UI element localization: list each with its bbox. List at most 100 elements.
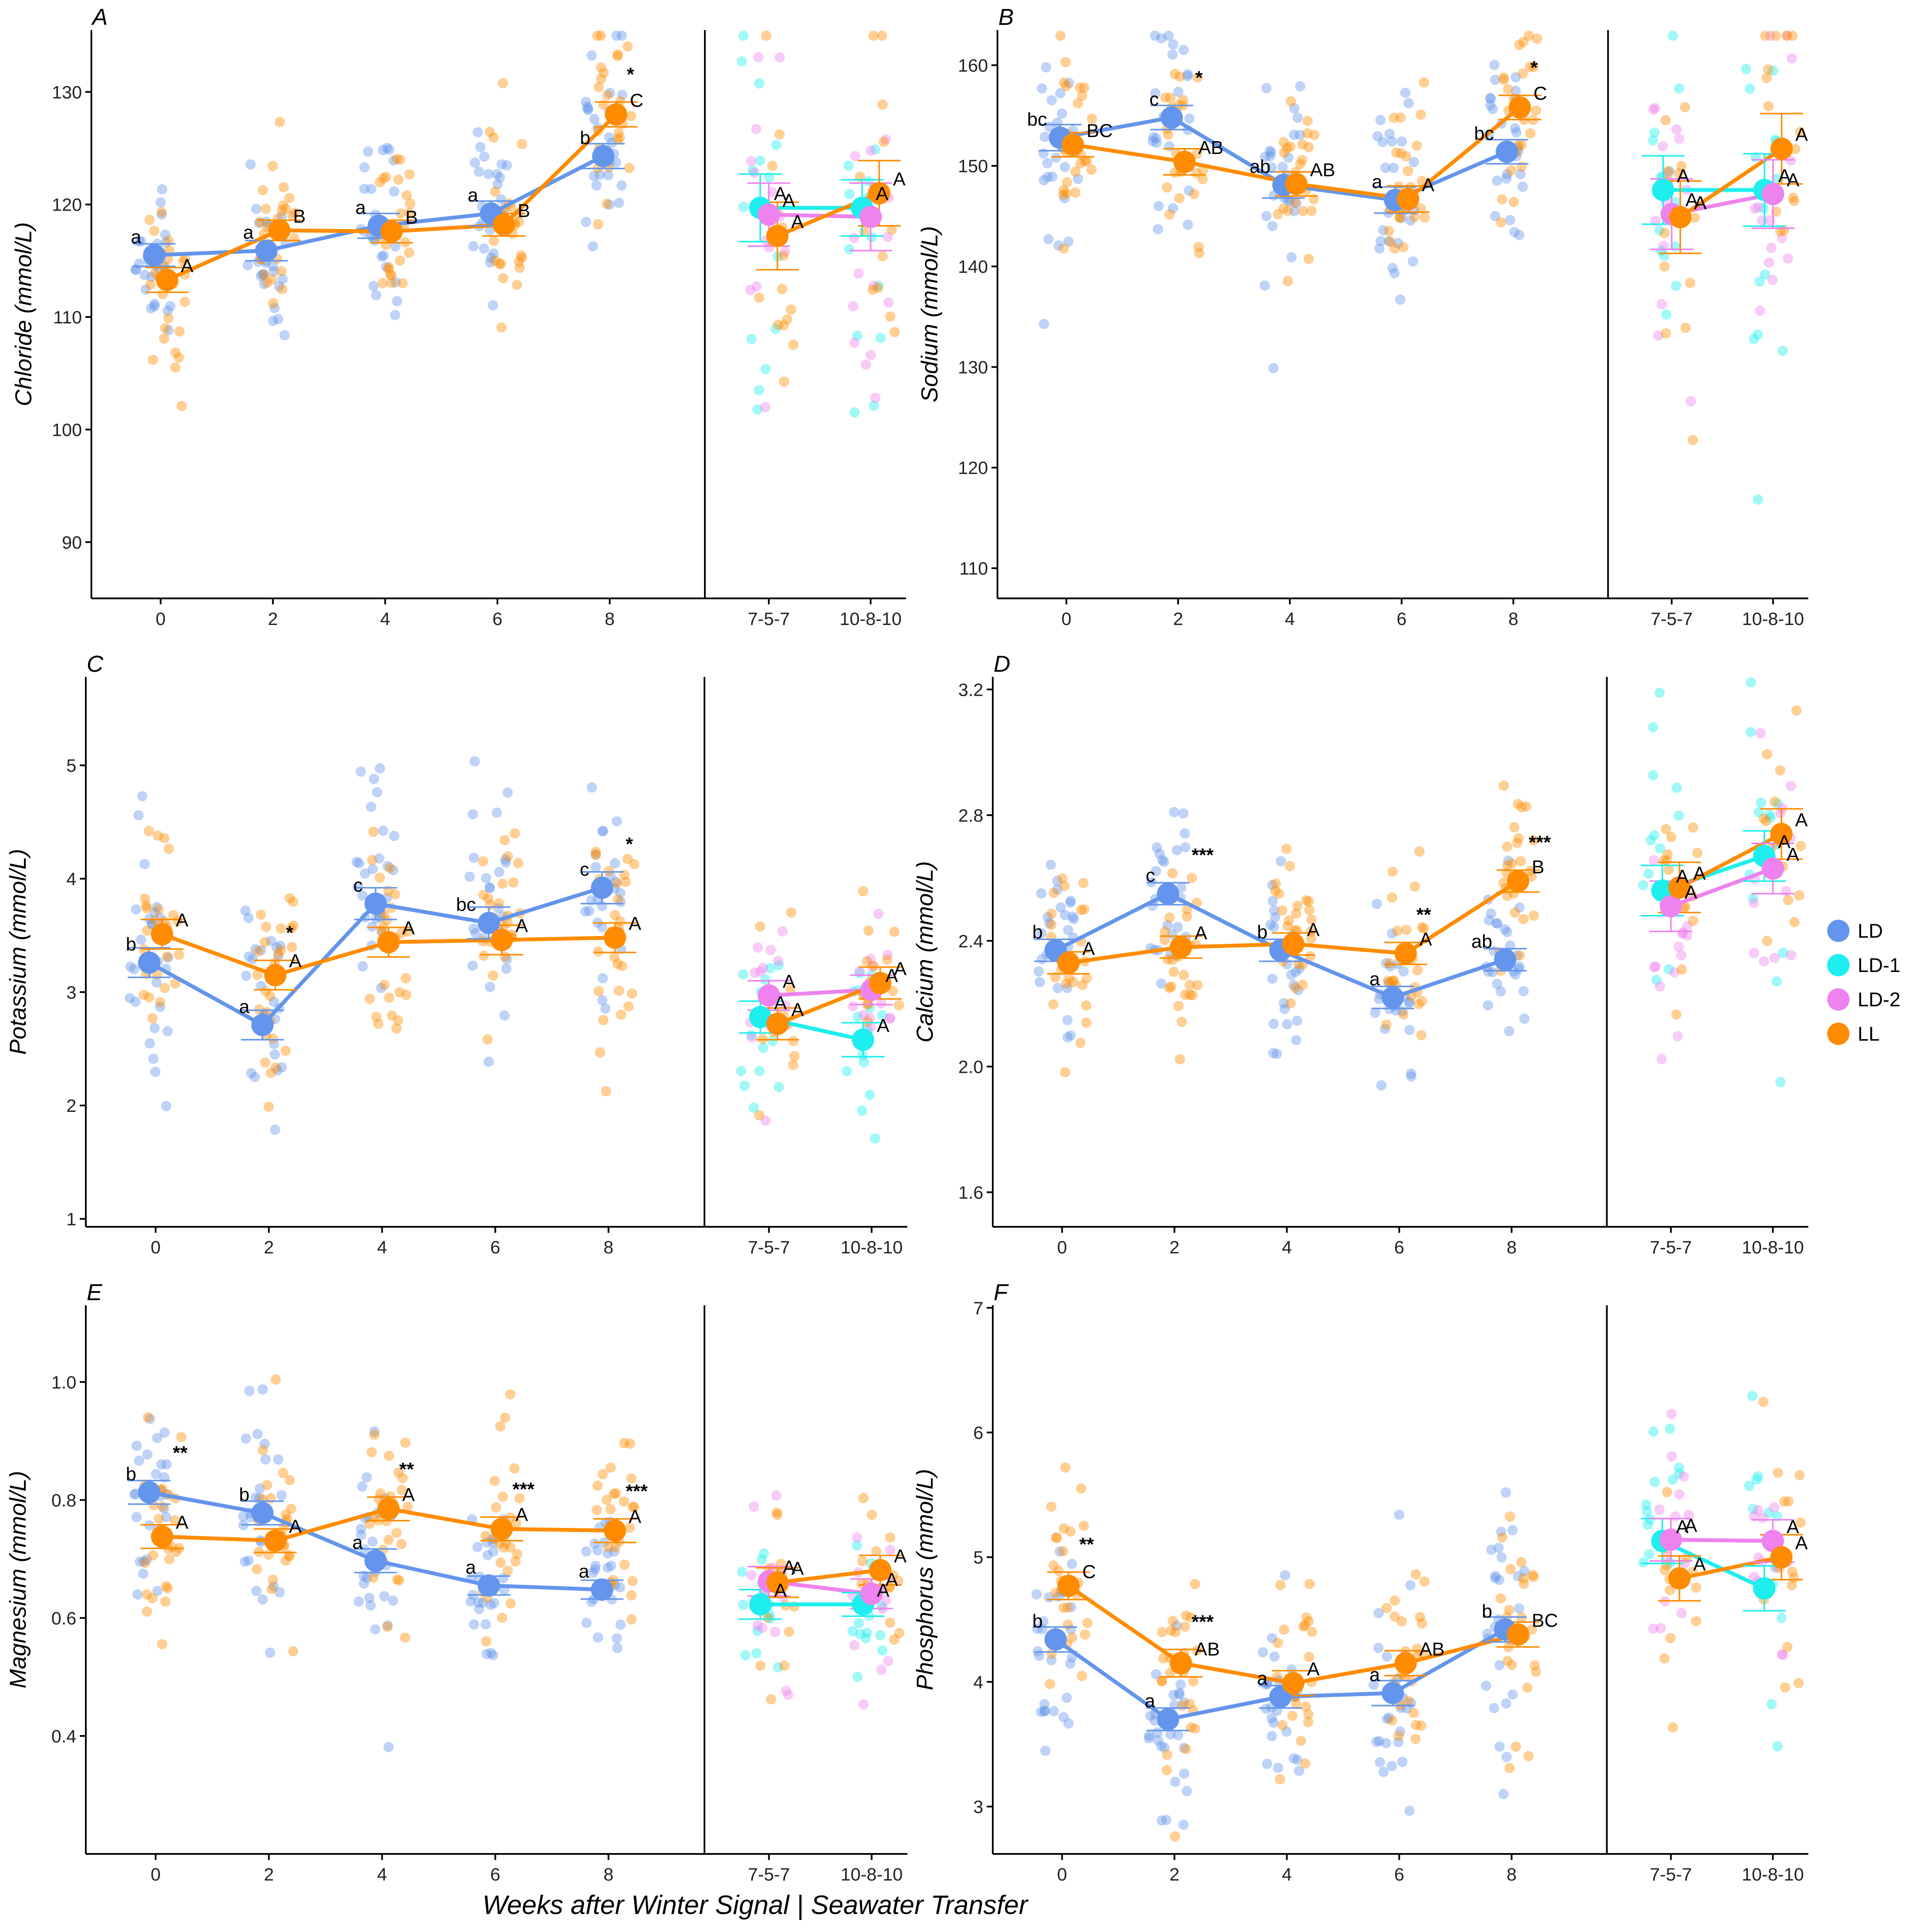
- significance-letter: A: [629, 1506, 641, 1527]
- mean-point-ll: [1507, 870, 1529, 893]
- data-point: [1648, 1426, 1659, 1437]
- data-point: [894, 1000, 904, 1011]
- data-point: [1777, 232, 1787, 243]
- legend-label: LD: [1858, 920, 1883, 942]
- series-line-ld-2: [1671, 1537, 1773, 1543]
- data-point: [1305, 951, 1316, 962]
- data-point: [1783, 1496, 1794, 1507]
- data-point: [1290, 1698, 1301, 1709]
- data-point: [470, 928, 481, 939]
- data-point: [499, 835, 510, 845]
- data-point: [1756, 797, 1766, 808]
- data-point: [465, 1596, 476, 1607]
- data-point: [852, 330, 863, 341]
- data-point: [746, 1570, 757, 1580]
- data-point: [1516, 1557, 1526, 1567]
- data-point: [1391, 147, 1402, 158]
- y-tick-label: 0.4: [51, 1726, 76, 1746]
- data-point: [1381, 958, 1392, 969]
- data-point: [1065, 896, 1076, 906]
- data-point: [168, 910, 179, 921]
- data-point: [1741, 63, 1751, 74]
- x-tick-label: 4: [377, 1864, 387, 1884]
- data-point: [468, 1619, 479, 1630]
- data-point: [1272, 209, 1283, 220]
- data-point: [160, 1596, 171, 1607]
- data-point: [1380, 163, 1391, 173]
- data-point: [478, 890, 489, 900]
- data-point: [1053, 1565, 1064, 1576]
- significance-letter: A: [783, 190, 795, 211]
- data-point: [1160, 92, 1171, 103]
- data-point: [484, 127, 495, 137]
- data-point: [604, 132, 614, 143]
- data-point: [475, 142, 486, 152]
- data-point: [609, 1546, 620, 1557]
- data-point: [1370, 1008, 1381, 1018]
- data-point: [361, 1472, 372, 1483]
- data-point: [486, 1648, 496, 1658]
- data-point: [604, 199, 615, 210]
- significance-letter: a: [355, 197, 366, 218]
- data-point: [849, 407, 860, 418]
- panel-letter: C: [87, 651, 104, 677]
- data-point: [1497, 1532, 1508, 1543]
- data-point: [170, 362, 181, 373]
- data-point: [1641, 1499, 1652, 1510]
- data-point: [885, 1014, 895, 1024]
- individual-points: [124, 756, 904, 1144]
- data-point: [1040, 132, 1050, 142]
- data-point: [159, 333, 169, 344]
- significance-letter: A: [1307, 1659, 1320, 1680]
- data-point: [1398, 966, 1409, 977]
- data-point: [1674, 1468, 1684, 1479]
- data-point: [1671, 124, 1682, 135]
- data-point: [773, 956, 784, 966]
- data-point: [268, 316, 278, 326]
- data-point: [1045, 1678, 1055, 1689]
- data-point: [1048, 1560, 1059, 1571]
- data-point: [1759, 813, 1769, 824]
- data-point: [1036, 888, 1047, 899]
- data-point: [1079, 82, 1090, 93]
- significance-letter: A: [1677, 166, 1690, 187]
- data-point: [258, 269, 269, 280]
- data-point: [581, 217, 592, 227]
- data-point: [615, 888, 626, 898]
- data-point: [773, 960, 784, 971]
- data-point: [156, 1459, 167, 1470]
- data-point: [1036, 928, 1047, 939]
- data-point: [615, 916, 626, 927]
- mean-point-ll: [1394, 1652, 1417, 1675]
- data-point: [1164, 912, 1175, 923]
- data-point: [505, 1389, 516, 1400]
- data-point: [1638, 880, 1648, 891]
- data-point: [615, 1619, 626, 1630]
- data-point: [1081, 973, 1092, 984]
- data-point: [1291, 198, 1302, 208]
- data-point: [1053, 240, 1064, 251]
- data-point: [885, 1617, 895, 1628]
- data-point: [151, 977, 162, 988]
- data-point: [1303, 254, 1314, 264]
- data-point: [250, 944, 261, 954]
- data-point: [1648, 104, 1659, 115]
- data-point: [1665, 1424, 1675, 1434]
- data-point: [383, 264, 394, 275]
- data-point: [1389, 1611, 1400, 1622]
- mean-point-ll: [1173, 151, 1196, 173]
- data-point: [1292, 112, 1303, 123]
- data-point: [160, 237, 171, 248]
- data-point: [160, 1581, 171, 1592]
- data-point: [590, 1564, 601, 1575]
- data-point: [269, 996, 279, 1007]
- data-point: [774, 52, 785, 63]
- data-point: [752, 1620, 763, 1631]
- mean-point-ld-2: [758, 984, 780, 1007]
- data-point: [1772, 1511, 1783, 1521]
- data-point: [484, 882, 495, 893]
- data-point: [379, 1591, 390, 1602]
- data-point: [1197, 174, 1208, 184]
- x-tick-label: 7-5-7: [1650, 1864, 1692, 1884]
- data-point: [1769, 1502, 1780, 1512]
